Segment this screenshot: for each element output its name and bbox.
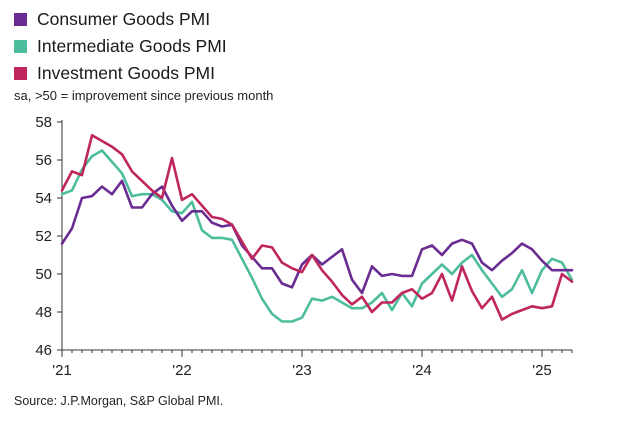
series-line-intermediate-goods-pmi bbox=[60, 149, 574, 323]
x-tick-label-'24: '24 bbox=[412, 362, 432, 379]
legend-label-intermediate: Intermediate Goods PMI bbox=[37, 36, 227, 56]
legend-label-consumer: Consumer Goods PMI bbox=[37, 9, 211, 29]
y-tick-label-52: 52 bbox=[35, 228, 52, 245]
y-tick-label-46: 46 bbox=[35, 342, 52, 359]
legend: Consumer Goods PMI Intermediate Goods PM… bbox=[14, 6, 227, 87]
legend-item-investment: Investment Goods PMI bbox=[14, 60, 227, 87]
y-tick-label-48: 48 bbox=[35, 304, 52, 321]
legend-item-intermediate: Intermediate Goods PMI bbox=[14, 33, 227, 60]
x-tick-label-'25: '25 bbox=[532, 362, 552, 379]
series-line-investment-goods-pmi bbox=[60, 134, 574, 321]
y-tick-label-58: 58 bbox=[35, 114, 52, 131]
source-note: Source: J.P.Morgan, S&P Global PMI. bbox=[14, 394, 224, 408]
y-tick-label-54: 54 bbox=[35, 190, 52, 207]
series-line-consumer-goods-pmi bbox=[60, 179, 574, 295]
x-tick-label-'21: '21 bbox=[52, 362, 72, 379]
legend-swatch-intermediate bbox=[14, 40, 27, 53]
legend-swatch-investment bbox=[14, 67, 27, 80]
y-tick-label-50: 50 bbox=[35, 266, 52, 283]
legend-label-investment: Investment Goods PMI bbox=[37, 63, 215, 83]
chart-subtitle: sa, >50 = improvement since previous mon… bbox=[14, 88, 274, 103]
y-tick-label-56: 56 bbox=[35, 152, 52, 169]
legend-item-consumer: Consumer Goods PMI bbox=[14, 6, 227, 33]
x-tick-label-'22: '22 bbox=[172, 362, 192, 379]
legend-swatch-consumer bbox=[14, 13, 27, 26]
x-tick-label-'23: '23 bbox=[292, 362, 312, 379]
